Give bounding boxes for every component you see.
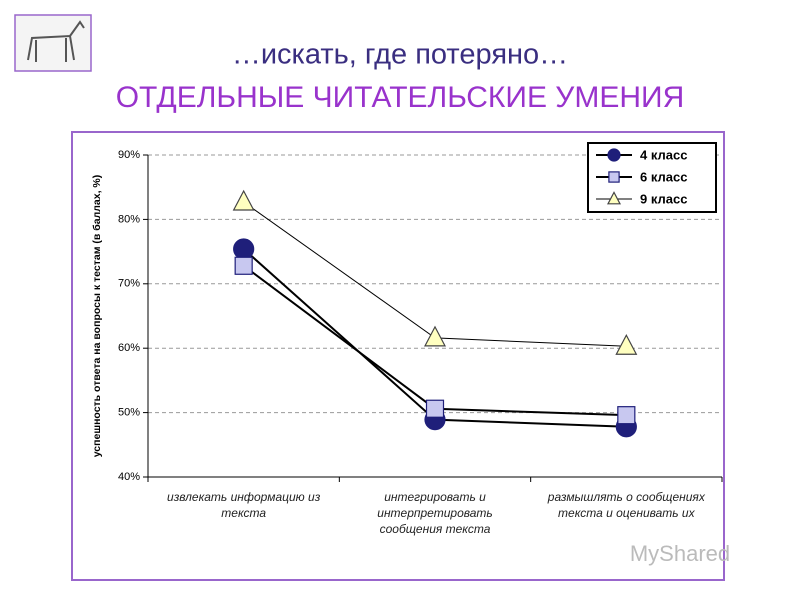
y-tick-label: 80%: [118, 213, 140, 225]
y-tick-label: 50%: [118, 407, 140, 419]
x-tick-label: извлекать информацию из текста: [167, 490, 321, 520]
y-tick-label: 70%: [118, 278, 140, 290]
point: [425, 399, 445, 418]
legend-marker: [607, 191, 621, 205]
point: [617, 406, 636, 425]
point: [615, 333, 638, 355]
legend-marker: [608, 171, 620, 183]
slide-title: …искать, где потеряно…: [232, 39, 568, 71]
legend-label: 9 класс: [640, 191, 687, 206]
point: [424, 325, 446, 347]
slide-subtitle: ОТДЕЛЬНЫЕ ЧИТАТЕЛЬСКИЕ УМЕНИЯ: [116, 81, 685, 114]
y-tick-label: 60%: [118, 342, 140, 354]
legend-label: 6 класс: [640, 169, 687, 184]
goat-icon: [27, 20, 85, 62]
legend-marker: [607, 148, 621, 162]
legend-label: 4 класс: [640, 147, 687, 162]
x-tick-label: интегрировать и интерпретировать сообщен…: [377, 490, 493, 536]
y-tick-label: 90%: [118, 149, 140, 161]
point: [232, 189, 255, 211]
point: [233, 238, 255, 260]
y-tick-label: 40%: [118, 471, 140, 483]
watermark: MyShared: [630, 541, 730, 566]
y-axis-label: успешность ответа на вопросы к тестам (в…: [91, 175, 103, 458]
x-tick-label: размышлять о сообщениях текста и оценива…: [547, 490, 705, 520]
point: [234, 256, 253, 275]
